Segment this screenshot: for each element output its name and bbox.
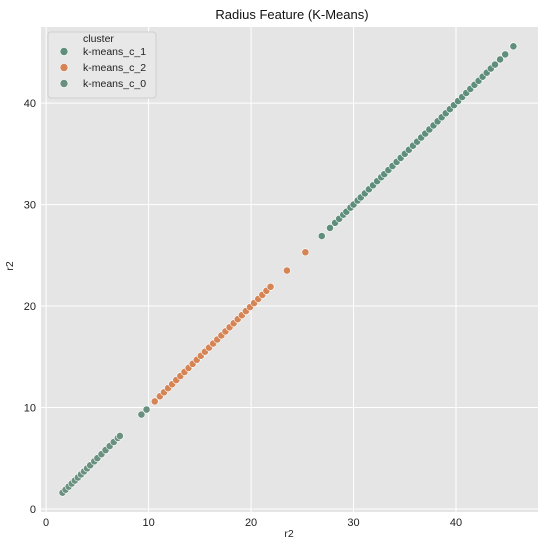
series-k-means_c_2 xyxy=(150,248,310,406)
data-point xyxy=(491,60,499,69)
x-tick-label: 0 xyxy=(43,517,49,529)
data-point xyxy=(509,42,518,51)
data-point xyxy=(137,410,146,419)
y-tick-label: 0 xyxy=(30,504,36,516)
legend-marker xyxy=(59,79,69,88)
data-points xyxy=(58,42,518,497)
legend-marker xyxy=(59,47,69,56)
data-point xyxy=(326,223,334,232)
legend-marker xyxy=(59,63,69,72)
chart-title: Radius Feature (K-Means) xyxy=(215,7,368,22)
legend-label: k-means_c_0 xyxy=(83,78,146,90)
y-axis-ticks: 0 10 20 30 40 xyxy=(24,98,36,516)
y-tick-label: 30 xyxy=(24,200,36,212)
x-tick-label: 20 xyxy=(245,517,257,529)
x-axis-ticks: 0 10 20 30 40 xyxy=(43,517,462,529)
series-k-means_c_1 xyxy=(317,42,518,240)
x-tick-label: 10 xyxy=(142,517,154,529)
x-axis-label: r2 xyxy=(284,528,293,540)
data-point xyxy=(116,432,124,440)
legend-title: cluster xyxy=(83,33,114,45)
legend-label: k-means_c_1 xyxy=(83,46,146,58)
legend-box xyxy=(47,31,157,99)
y-tick-label: 20 xyxy=(24,301,36,313)
data-point xyxy=(142,405,151,414)
data-point xyxy=(496,55,504,64)
legend-entries: k-means_c_1 k-means_c_2 k-means_c_0 xyxy=(59,46,146,90)
data-point xyxy=(301,248,310,257)
data-point xyxy=(150,397,159,406)
series-k-means_c_0 xyxy=(58,405,151,497)
y-axis-label: r2 xyxy=(4,261,16,270)
data-point xyxy=(283,266,291,275)
data-point xyxy=(501,50,510,59)
x-tick-label: 30 xyxy=(347,517,359,529)
legend: cluster k-means_c_1k-means_c_2k-means_c_… xyxy=(47,31,157,99)
data-point xyxy=(266,282,275,291)
y-tick-label: 40 xyxy=(24,98,36,110)
data-point xyxy=(317,232,326,240)
x-tick-label: 40 xyxy=(450,517,462,529)
y-tick-label: 10 xyxy=(24,402,36,414)
legend-label: k-means_c_2 xyxy=(83,62,146,74)
